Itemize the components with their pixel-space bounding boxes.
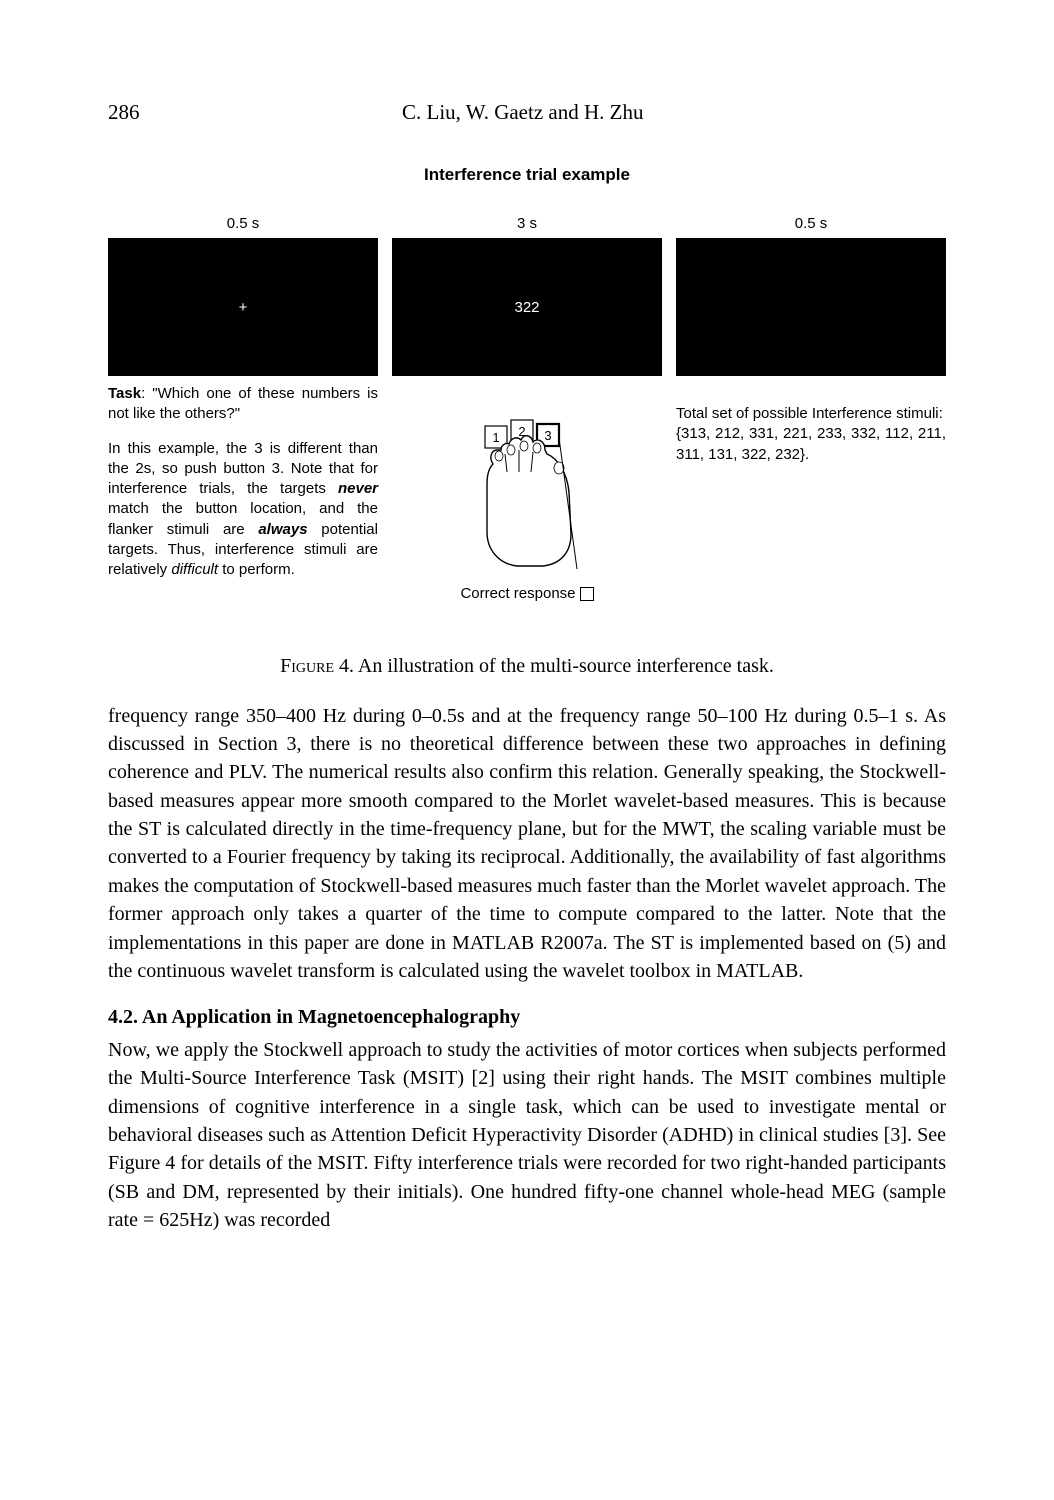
- stimuli-column: Total set of possible Interference stimu…: [676, 384, 946, 465]
- page-header: 286 C. Liu, W. Gaetz and H. Zhu: [108, 100, 946, 125]
- stimulus-middle-content: 322: [514, 299, 539, 316]
- stimuli-set: {313, 212, 331, 221, 233, 332, 112, 211,…: [676, 424, 946, 465]
- figure-4: Interference trial example 0.5 s + 3 s 3…: [108, 165, 946, 605]
- correct-response-label: Correct response: [392, 584, 662, 604]
- authors: C. Liu, W. Gaetz and H. Zhu: [140, 100, 907, 125]
- stimulus-left-content: +: [239, 299, 248, 316]
- stimulus-box-middle: 322: [392, 238, 662, 376]
- hand-icon: 1 2 3: [457, 414, 597, 574]
- page-number: 286: [108, 100, 140, 125]
- button-3-label: 3: [544, 428, 551, 443]
- body-text: frequency range 350–400 Hz during 0–0.5s…: [108, 702, 946, 1235]
- hand-diagram: 1 2 3: [457, 414, 597, 574]
- figure-caption-label: Figure 4.: [280, 655, 354, 677]
- example-always: always: [258, 521, 307, 538]
- stimulus-box-left: +: [108, 238, 378, 376]
- paragraph-1: frequency range 350–400 Hz during 0–0.5s…: [108, 702, 946, 986]
- correct-response-box-icon: [580, 587, 594, 601]
- task-line: Task: "Which one of these numbers is not…: [108, 384, 378, 425]
- timing-middle: 3 s: [392, 215, 662, 232]
- task-text: : "Which one of these numbers is not lik…: [108, 385, 378, 422]
- figure-caption-text: An illustration of the multi-source inte…: [354, 655, 774, 677]
- section-heading: 4.2. An Application in Magnetoencephalog…: [108, 1003, 946, 1031]
- paragraph-2: Now, we apply the Stockwell approach to …: [108, 1036, 946, 1235]
- example-text-4: to perform.: [218, 561, 295, 578]
- panel-middle: 3 s 322: [392, 215, 662, 376]
- figure-title: Interference trial example: [108, 165, 946, 185]
- figure-caption: Figure 4. An illustration of the multi-s…: [108, 655, 946, 678]
- example-difficult: difficult: [171, 561, 218, 578]
- hand-column: 1 2 3: [392, 384, 662, 605]
- figure-panels-row: 0.5 s + 3 s 322 0.5 s: [108, 215, 946, 376]
- example-paragraph: In this example, the 3 is different than…: [108, 439, 378, 581]
- timing-left: 0.5 s: [108, 215, 378, 232]
- task-label: Task: [108, 385, 141, 402]
- button-1-label: 1: [492, 430, 499, 445]
- task-description-column: Task: "Which one of these numbers is not…: [108, 384, 378, 580]
- timing-right: 0.5 s: [676, 215, 946, 232]
- stimulus-box-right: [676, 238, 946, 376]
- figure-lower-row: Task: "Which one of these numbers is not…: [108, 384, 946, 605]
- stimuli-label: Total set of possible Interference stimu…: [676, 404, 946, 424]
- panel-right: 0.5 s: [676, 215, 946, 376]
- example-never: never: [338, 480, 378, 497]
- panel-left: 0.5 s +: [108, 215, 378, 376]
